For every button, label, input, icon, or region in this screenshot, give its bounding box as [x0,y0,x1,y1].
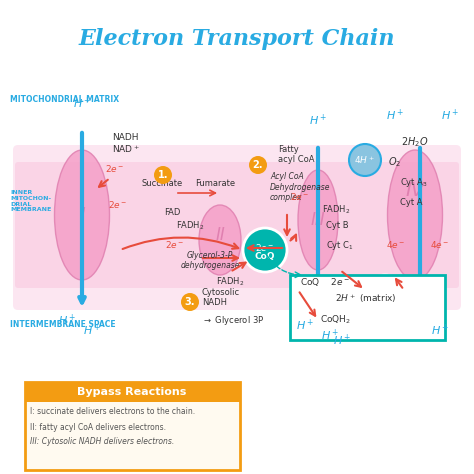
Text: Cyt B: Cyt B [326,221,348,230]
Text: IV: IV [405,181,425,200]
Text: Bypass Reactions: Bypass Reactions [77,387,187,397]
Text: $1e^-$: $1e^-$ [375,286,395,298]
Text: $H^+$: $H^+$ [321,328,339,343]
Text: $H^+$: $H^+$ [83,323,101,338]
Text: CoQ: CoQ [255,253,275,262]
Text: $\rightarrow$ Glycerol 3P: $\rightarrow$ Glycerol 3P [202,314,264,327]
Text: $H^+$: $H^+$ [296,318,314,333]
FancyBboxPatch shape [290,275,445,340]
Text: $H^+$: $H^+$ [309,113,327,128]
Ellipse shape [388,150,443,280]
Text: $H^+$: $H^+$ [73,96,91,111]
Text: $4e^-$: $4e^-$ [430,239,450,250]
Text: III: III [310,211,325,229]
Text: I: succinate delivers electrons to the chain.: I: succinate delivers electrons to the c… [30,408,195,417]
Ellipse shape [298,170,338,270]
Text: +: + [369,310,377,320]
Text: FADH$_2$: FADH$_2$ [176,219,204,231]
Circle shape [249,156,267,174]
Text: $H^+$: $H^+$ [441,108,459,123]
Text: NADH: NADH [112,133,138,142]
Text: $2H_2O$: $2H_2O$ [401,135,428,149]
Text: Cyt C$_1$: Cyt C$_1$ [326,239,354,252]
Text: Succinate: Succinate [141,179,182,188]
Text: Fumarate: Fumarate [195,179,235,188]
Text: FADH$_2$: FADH$_2$ [216,276,244,289]
Text: $H^+$: $H^+$ [431,323,449,338]
Text: $O_2$: $O_2$ [388,155,401,169]
Text: 1.: 1. [158,170,168,180]
Text: +: + [393,310,401,320]
Text: $H^+$: $H^+$ [333,333,351,348]
Text: NAD$^+$: NAD$^+$ [112,143,140,155]
Text: Cytosolic
NADH: Cytosolic NADH [202,288,240,307]
Text: 3.: 3. [185,297,195,307]
Text: II: fatty acyl CoA delivers electrons.: II: fatty acyl CoA delivers electrons. [30,422,166,431]
Text: $2e^-$: $2e^-$ [290,191,310,202]
Text: Fatty
acyl CoA: Fatty acyl CoA [278,145,315,164]
Ellipse shape [55,150,109,280]
Text: Cyt c: Cyt c [373,298,398,307]
Circle shape [181,293,199,311]
Text: Acyl CoA
Dehydrogenase
complex: Acyl CoA Dehydrogenase complex [270,172,330,202]
Text: Electron Transport Chain: Electron Transport Chain [79,28,395,50]
Text: CoQ    $2e^-$: CoQ $2e^-$ [300,276,350,288]
Circle shape [365,275,405,315]
Text: $H^+$: $H^+$ [58,313,76,328]
Text: 2.: 2. [253,160,263,170]
Circle shape [243,228,287,272]
Circle shape [349,144,381,176]
Text: II: II [215,226,225,244]
FancyBboxPatch shape [15,162,459,288]
Text: $2e^-$: $2e^-$ [105,163,125,174]
Text: $2e^-$: $2e^-$ [108,199,128,210]
Text: FAD: FAD [164,208,180,217]
FancyBboxPatch shape [13,145,461,310]
Text: MITOCHONDRIAL MATRIX: MITOCHONDRIAL MATRIX [10,95,119,104]
Text: $2e^-$: $2e^-$ [165,239,185,250]
Text: FADH$_2$: FADH$_2$ [322,203,351,216]
Text: $4H^+$: $4H^+$ [355,154,375,166]
Text: Cyt A$_3$: Cyt A$_3$ [400,176,428,189]
Text: III: Cytosolic NADH delivers electrons.: III: Cytosolic NADH delivers electrons. [30,438,174,447]
Circle shape [154,166,172,184]
Text: INTERMEMBRANE SPACE: INTERMEMBRANE SPACE [10,320,116,329]
Ellipse shape [199,205,241,275]
Text: +: + [381,312,389,322]
FancyBboxPatch shape [25,382,240,470]
Text: CoQH$_2$: CoQH$_2$ [320,313,351,326]
FancyBboxPatch shape [25,382,240,402]
Text: $4e^-$: $4e^-$ [386,239,406,250]
Text: $2H^+$ (matrix): $2H^+$ (matrix) [335,292,397,305]
Text: I: I [79,206,85,225]
Text: Glycerol-3-P
dehydrogenase: Glycerol-3-P dehydrogenase [180,251,240,270]
Text: Cyt A: Cyt A [400,198,422,207]
Text: INNER
MITOCHON-
DRIAL
MEMBRANE: INNER MITOCHON- DRIAL MEMBRANE [10,190,51,212]
Text: $2e^-$: $2e^-$ [255,241,275,253]
Text: $H^+$: $H^+$ [386,108,404,123]
